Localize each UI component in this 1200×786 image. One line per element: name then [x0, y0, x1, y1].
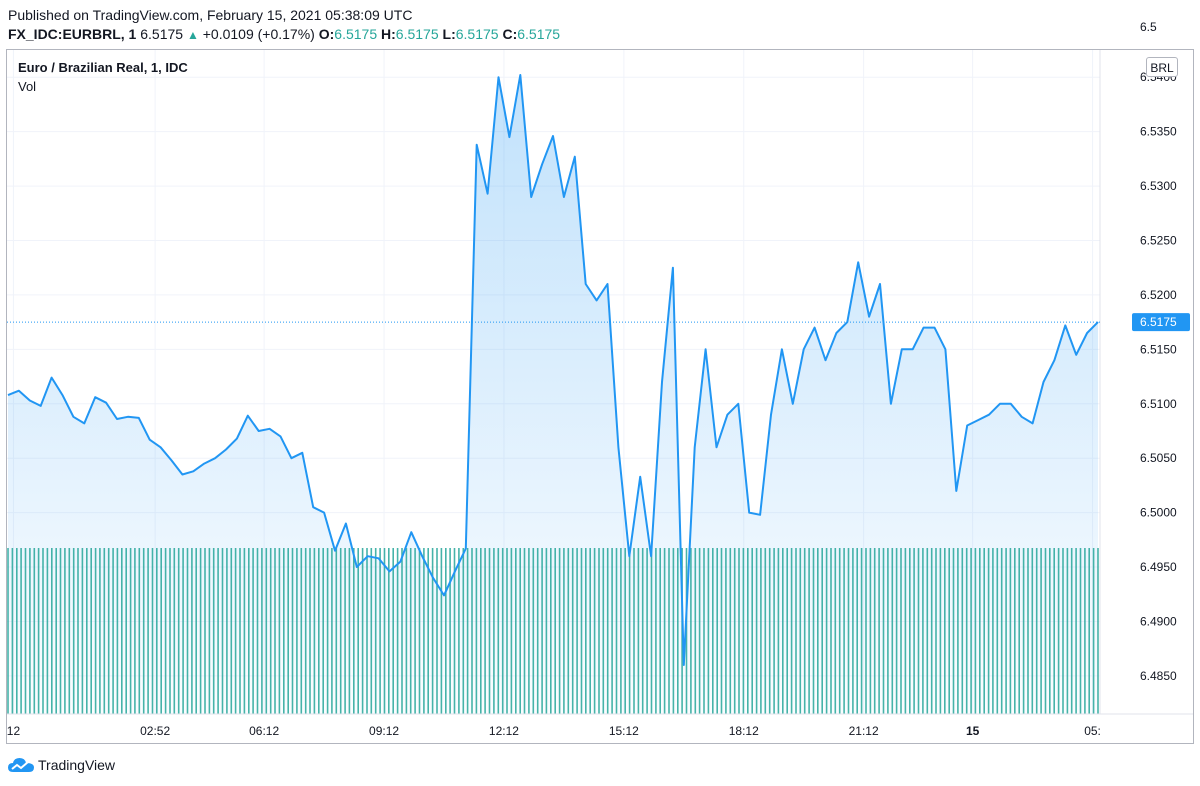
time-axis: 12 02:52 06:12 09:12 12:12 15:12 18:12 21:12 15 0…: [7, 724, 1101, 738]
time-tick-label: 09:12: [369, 724, 399, 738]
open-value: 6.5175: [334, 26, 378, 42]
time-tick-label: 02:52: [140, 724, 170, 738]
currency-button[interactable]: BRL: [1146, 57, 1178, 77]
time-tick-label: 21:12: [849, 724, 879, 738]
tradingview-cloud-icon: [8, 758, 34, 772]
time-tick-label: 05:: [1084, 724, 1101, 738]
price-tick-label: 6.5050: [1140, 451, 1177, 465]
price-tick-label: 6.5200: [1140, 288, 1177, 302]
price-change: +0.0109 (+0.17%): [202, 26, 315, 42]
price-tick-label: 6.5350: [1140, 125, 1177, 139]
last-price: 6.5175: [140, 26, 184, 42]
price-tick-label: 6.5100: [1140, 397, 1177, 411]
price-line: [7, 74, 1099, 666]
published-caption: Published on TradingView.com, February 1…: [8, 7, 413, 23]
price-tick-label: 6.4900: [1140, 614, 1177, 628]
price-series: [7, 74, 1099, 666]
last-price-marker: 6.5175: [7, 313, 1190, 332]
price-tick-label: 6.5150: [1140, 342, 1177, 356]
time-tick-label: 15:12: [609, 724, 639, 738]
price-tick-label: 6.5000: [1140, 506, 1177, 520]
time-tick-label: 12: [7, 724, 21, 738]
high-label: H:: [381, 26, 396, 42]
price-area-fill: [8, 75, 1098, 714]
open-label: O:: [318, 26, 335, 42]
price-area: [8, 75, 1098, 714]
up-arrow-icon: ▲: [186, 28, 199, 42]
time-tick-label: 15: [966, 724, 980, 738]
close-label: C:: [502, 26, 518, 42]
last-price-tag: [1132, 313, 1190, 332]
time-tick-label: 18:12: [729, 724, 759, 738]
chart-frame: [6, 49, 1194, 744]
low-label: L:: [442, 26, 456, 42]
quote-line: FX_IDC:EURBRL, 1 6.5175 ▲ +0.0109 (+0.17…: [8, 26, 560, 42]
price-tick-label: 6.4850: [1140, 669, 1177, 683]
price-axis: 6.4850 6.4900 6.4950 6.5000 6.5050 6.5100 6.51…: [1140, 20, 1177, 683]
close-value: 6.5175: [517, 26, 561, 42]
time-tick-label: 06:12: [249, 724, 279, 738]
price-tick-label: 6.5250: [1140, 233, 1177, 247]
tradingview-brand: TradingView: [38, 757, 116, 773]
last-price-tag-label: 6.5175: [1140, 315, 1177, 329]
tradingview-logo[interactable]: TradingView: [8, 757, 115, 773]
time-tick-label: 12:12: [489, 724, 519, 738]
price-tick-label: 6.5300: [1140, 179, 1177, 193]
chart-legend-title: Euro / Brazilian Real, 1, IDC: [18, 60, 188, 75]
price-tick-label: 6.4950: [1140, 560, 1177, 574]
symbol-label: FX_IDC:EURBRL, 1: [8, 26, 137, 42]
high-value: 6.5175: [395, 26, 439, 42]
volume-legend: Vol: [18, 79, 37, 94]
price-tick-label-partial: 6.5: [1140, 20, 1157, 34]
low-value: 6.5175: [455, 26, 499, 42]
volume-bars: [7, 548, 1099, 714]
